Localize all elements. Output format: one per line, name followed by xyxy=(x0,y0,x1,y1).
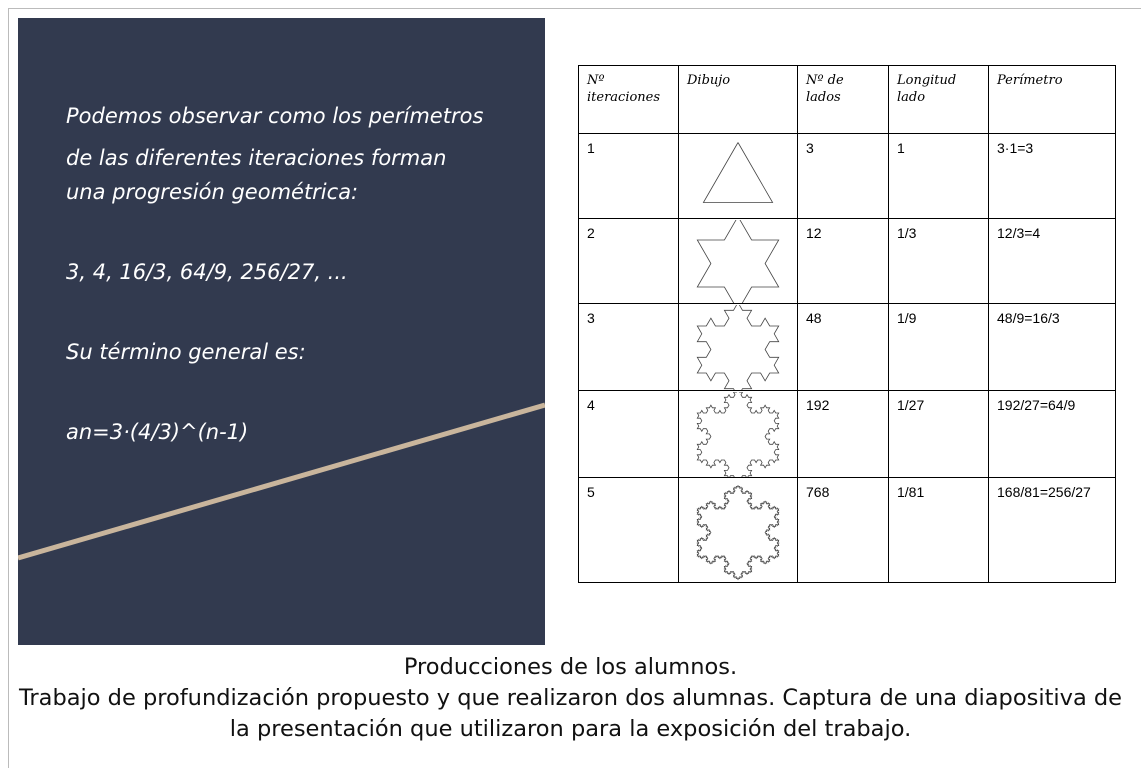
table-cell: 192 xyxy=(797,390,889,478)
table-cell: 2 xyxy=(578,218,679,304)
slide-text: Podemos observar como los perímetros xyxy=(66,104,484,128)
slide-text: an=3·(4/3)^(n-1) xyxy=(66,420,249,444)
table-cell: 3 xyxy=(578,303,679,391)
caption: Producciones de los alumnos. Trabajo de … xyxy=(10,652,1131,745)
header-cell: Dibujo xyxy=(678,65,798,134)
header-cell: Nº de lados xyxy=(797,65,889,134)
table-cell: 48/9=16/3 xyxy=(988,303,1116,391)
table-row: 4 192 1/27 192/27=64/9 xyxy=(578,390,1116,478)
snowflake xyxy=(696,304,780,390)
table-cell xyxy=(678,218,798,304)
decoration xyxy=(18,402,545,561)
table-cell: 3 xyxy=(797,133,889,219)
table-row: 1 3 1 3·1=3 xyxy=(578,133,1116,219)
slide-text: 3, 4, 16/3, 64/9, 256/27, ... xyxy=(66,260,348,284)
table-cell: 168/81=256/27 xyxy=(988,477,1116,583)
table-cell: 12/3=4 xyxy=(988,218,1116,304)
table-cell: 1/27 xyxy=(888,390,989,478)
header-cell: Nº iteraciones xyxy=(578,65,679,134)
table-cell: 48 xyxy=(797,303,889,391)
diagonal-line xyxy=(18,402,545,561)
table-cell: 4 xyxy=(578,390,679,478)
koch-drawing xyxy=(696,304,780,390)
table-row: 3 48 1/9 48/9=16/3 xyxy=(578,303,1116,391)
table-cell: 3·1=3 xyxy=(988,133,1116,219)
table-cell xyxy=(678,390,798,478)
table-cell xyxy=(678,477,798,583)
table-cell: 768 xyxy=(797,477,889,583)
koch-drawing xyxy=(696,219,780,303)
koch-drawing xyxy=(696,484,780,580)
caption-title: Producciones de los alumnos. xyxy=(403,654,738,680)
table-cell: 1 xyxy=(888,133,989,219)
snowflake xyxy=(696,391,780,477)
slide-left-panel: Podemos observar como los perímetros de … xyxy=(18,18,545,645)
header-cell: Perímetro xyxy=(988,65,1116,134)
caption-text: Trabajo de profundización propuesto y qu… xyxy=(18,685,1123,742)
table-row: 5 768 1/81 168/81=256/27 xyxy=(578,477,1116,583)
table-cell: 1/9 xyxy=(888,303,989,391)
table: Nº iteraciones Dibujo Nº de lados Longit… xyxy=(578,65,1116,583)
header-cell: Longitud lado xyxy=(888,65,989,134)
snowflake xyxy=(696,219,780,303)
table-row: 2 12 1/3 12/3=4 xyxy=(578,218,1116,304)
table-cell xyxy=(678,303,798,391)
table-cell xyxy=(678,133,798,219)
slide-text: de las diferentes iteraciones forman xyxy=(66,146,447,170)
slide-text: una progresión geométrica: xyxy=(66,180,359,204)
table-cell: 1/81 xyxy=(888,477,989,583)
table-cell: 1/3 xyxy=(888,218,989,304)
koch-drawing xyxy=(702,141,774,203)
snowflake xyxy=(696,484,780,580)
koch-drawing xyxy=(696,391,780,477)
table-cell: 192/27=64/9 xyxy=(988,390,1116,478)
table-cell: 1 xyxy=(578,133,679,219)
frame xyxy=(8,8,1141,768)
table-cell: 12 xyxy=(797,218,889,304)
slide-text: Su término general es: xyxy=(66,340,306,364)
snowflake xyxy=(702,141,774,203)
table-cell: 5 xyxy=(578,477,679,583)
